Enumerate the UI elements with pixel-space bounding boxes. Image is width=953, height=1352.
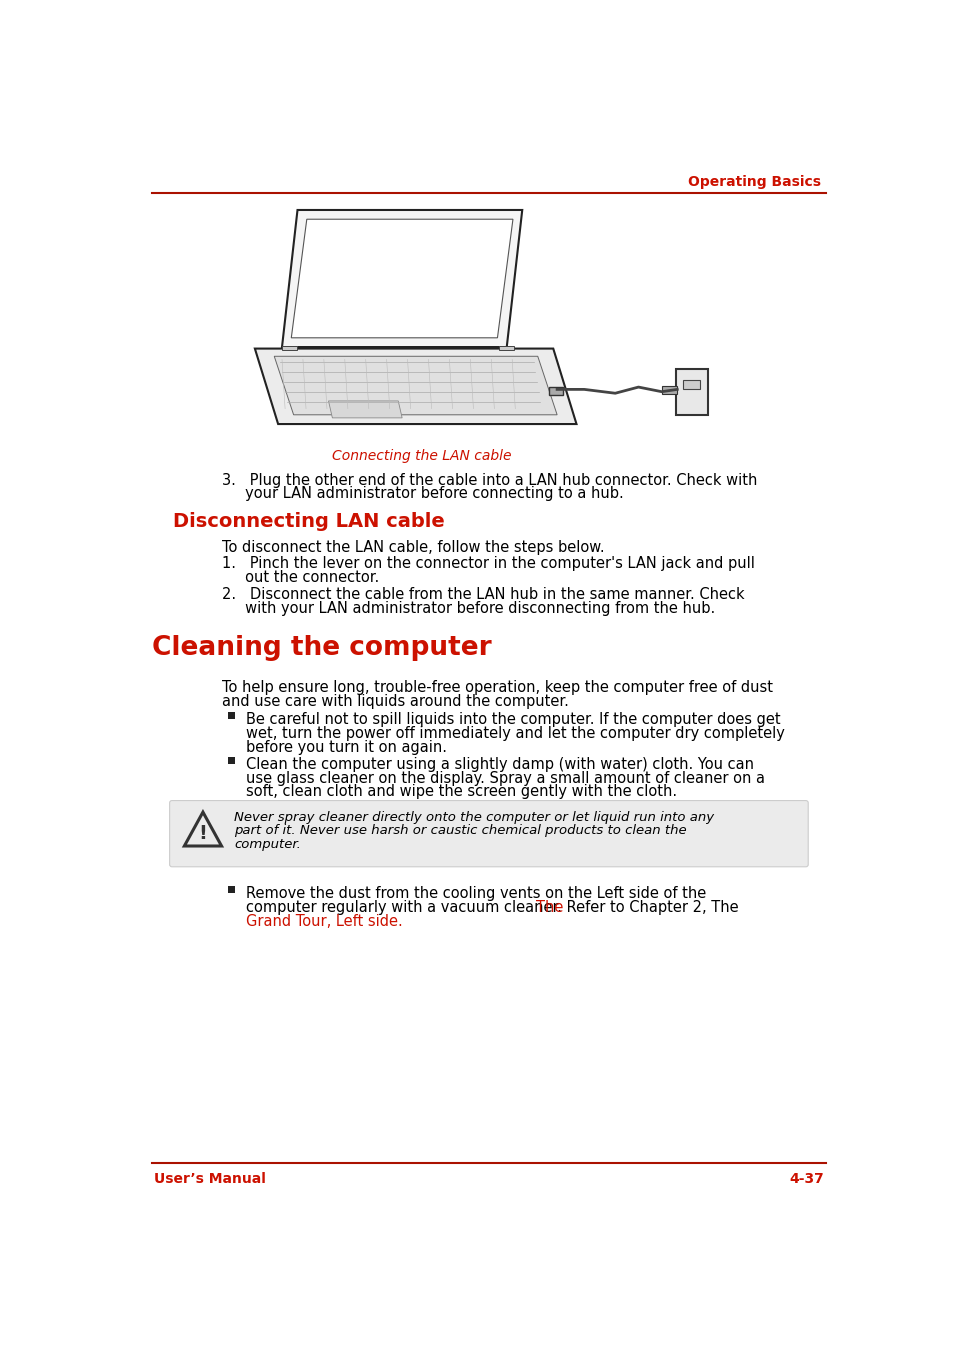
Bar	[228, 713, 234, 719]
Polygon shape	[282, 346, 297, 350]
Text: Operating Basics: Operating Basics	[687, 176, 820, 189]
Text: To help ensure long, trouble-free operation, keep the computer free of dust: To help ensure long, trouble-free operat…	[222, 680, 773, 695]
Text: Never spray cleaner directly onto the computer or let liquid run into any: Never spray cleaner directly onto the co…	[233, 811, 714, 823]
Text: before you turn it on again.: before you turn it on again.	[245, 740, 446, 754]
Text: To disconnect the LAN cable, follow the steps below.: To disconnect the LAN cable, follow the …	[222, 539, 604, 554]
Text: The: The	[536, 900, 563, 915]
Text: out the connector.: out the connector.	[222, 571, 379, 585]
Text: wet, turn the power off immediately and let the computer dry completely: wet, turn the power off immediately and …	[245, 726, 783, 741]
Text: and use care with liquids around the computer.: and use care with liquids around the com…	[222, 694, 569, 708]
Text: 2.   Disconnect the cable from the LAN hub in the same manner. Check: 2. Disconnect the cable from the LAN hub…	[222, 587, 744, 602]
Text: 1.   Pinch the lever on the connector in the computer's LAN jack and pull: 1. Pinch the lever on the connector in t…	[222, 557, 755, 572]
Text: your LAN administrator before connecting to a hub.: your LAN administrator before connecting…	[222, 487, 623, 502]
Text: soft, clean cloth and wipe the screen gently with the cloth.: soft, clean cloth and wipe the screen ge…	[245, 784, 676, 799]
Bar	[549, 387, 562, 395]
Text: Clean the computer using a slightly damp (with water) cloth. You can: Clean the computer using a slightly damp…	[245, 757, 753, 772]
Polygon shape	[328, 402, 402, 418]
Text: 3.   Plug the other end of the cable into a LAN hub connector. Check with: 3. Plug the other end of the cable into …	[222, 473, 757, 488]
Bar	[661, 387, 677, 393]
Text: 4-37: 4-37	[788, 1172, 822, 1186]
Bar	[228, 886, 234, 892]
Text: part of it. Never use harsh or caustic chemical products to clean the: part of it. Never use harsh or caustic c…	[233, 825, 686, 837]
Text: Connecting the LAN cable: Connecting the LAN cable	[332, 449, 511, 464]
Bar	[228, 757, 234, 764]
Text: Disconnecting LAN cable: Disconnecting LAN cable	[173, 512, 445, 531]
Polygon shape	[254, 349, 576, 425]
Text: User’s Manual: User’s Manual	[154, 1172, 266, 1186]
Polygon shape	[274, 357, 557, 415]
Text: !: !	[198, 823, 207, 842]
Text: with your LAN administrator before disconnecting from the hub.: with your LAN administrator before disco…	[222, 602, 715, 617]
Text: use glass cleaner on the display. Spray a small amount of cleaner on a: use glass cleaner on the display. Spray …	[245, 771, 763, 786]
Text: computer.: computer.	[233, 838, 300, 852]
Text: Grand Tour, Left side.: Grand Tour, Left side.	[245, 914, 402, 929]
Text: Remove the dust from the cooling vents on the Left side of the: Remove the dust from the cooling vents o…	[245, 886, 705, 900]
Bar	[682, 380, 700, 389]
Polygon shape	[498, 346, 514, 350]
Text: computer regularly with a vacuum cleaner. Refer to Chapter 2, The: computer regularly with a vacuum cleaner…	[245, 900, 738, 915]
Polygon shape	[291, 219, 513, 338]
Text: Cleaning the computer: Cleaning the computer	[152, 635, 491, 661]
Text: Be careful not to spill liquids into the computer. If the computer does get: Be careful not to spill liquids into the…	[245, 713, 780, 727]
FancyBboxPatch shape	[170, 800, 807, 867]
Polygon shape	[282, 210, 521, 347]
Polygon shape	[675, 369, 707, 415]
